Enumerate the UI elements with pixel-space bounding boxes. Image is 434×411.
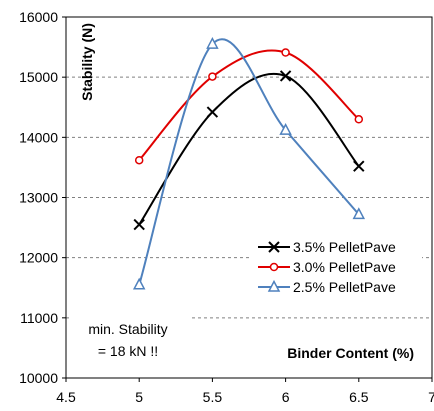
legend-marker bbox=[267, 279, 281, 292]
x-tick-label: 6.5 bbox=[349, 389, 369, 405]
data-point bbox=[352, 207, 366, 220]
data-point bbox=[281, 48, 290, 57]
y-axis-ticks: 10000 11000 12000 13000 14000 15000 16000 bbox=[19, 9, 66, 386]
y-tick-label: 13000 bbox=[19, 190, 58, 206]
annotation-box: min. Stability = 18 kN !! bbox=[70, 314, 192, 364]
data-point-stroke bbox=[279, 70, 292, 82]
data-point-stroke bbox=[353, 160, 365, 172]
data-point bbox=[279, 123, 292, 135]
x-tick-label: 5.5 bbox=[203, 389, 223, 405]
series-line bbox=[138, 72, 360, 226]
legend-marker bbox=[269, 262, 279, 272]
data-point-stroke bbox=[133, 218, 145, 231]
series-line bbox=[138, 38, 360, 286]
series-line bbox=[138, 49, 360, 161]
x-tick-label: 7 bbox=[428, 389, 434, 405]
legend-marker-stroke bbox=[268, 241, 280, 253]
data-point bbox=[134, 155, 144, 165]
y-tick-label: 10000 bbox=[19, 370, 58, 386]
legend-label: 3.5% PelletPave bbox=[293, 239, 396, 255]
x-tick-label: 6 bbox=[282, 389, 290, 405]
data-point bbox=[353, 160, 365, 172]
x-axis-ticks: 4.5 5 5.5 6 6.5 7 bbox=[56, 378, 434, 405]
y-tick-label: 14000 bbox=[19, 129, 58, 145]
legend-label: 2.5% PelletPave bbox=[293, 279, 396, 295]
x-tick-label: 4.5 bbox=[56, 389, 76, 405]
data-point bbox=[206, 106, 219, 118]
data-point bbox=[132, 277, 146, 290]
y-tick-label: 12000 bbox=[19, 250, 58, 266]
data-point bbox=[133, 218, 145, 231]
legend-label: 3.0% PelletPave bbox=[293, 259, 396, 275]
data-point bbox=[354, 115, 364, 124]
y-tick-label: 15000 bbox=[19, 69, 58, 85]
data-point-stroke bbox=[206, 106, 219, 118]
data-point bbox=[279, 70, 292, 82]
y-tick-label: 11000 bbox=[20, 310, 58, 326]
x-axis-title: Binder Content (%) bbox=[287, 345, 414, 361]
legend: 3.5% PelletPave 3.0% PelletPave 2.5% Pelle… bbox=[250, 231, 422, 303]
y-axis-title: Stability (N) bbox=[79, 23, 95, 101]
x-tick-label: 5 bbox=[135, 389, 143, 405]
y-tick-label: 16000 bbox=[19, 9, 58, 25]
series-layer bbox=[132, 36, 366, 290]
data-point bbox=[206, 36, 219, 49]
annotation-line-2: = 18 kN !! bbox=[98, 343, 158, 359]
data-point bbox=[208, 72, 217, 81]
annotation-line-1: min. Stability bbox=[88, 321, 167, 337]
legend-marker bbox=[268, 241, 280, 253]
